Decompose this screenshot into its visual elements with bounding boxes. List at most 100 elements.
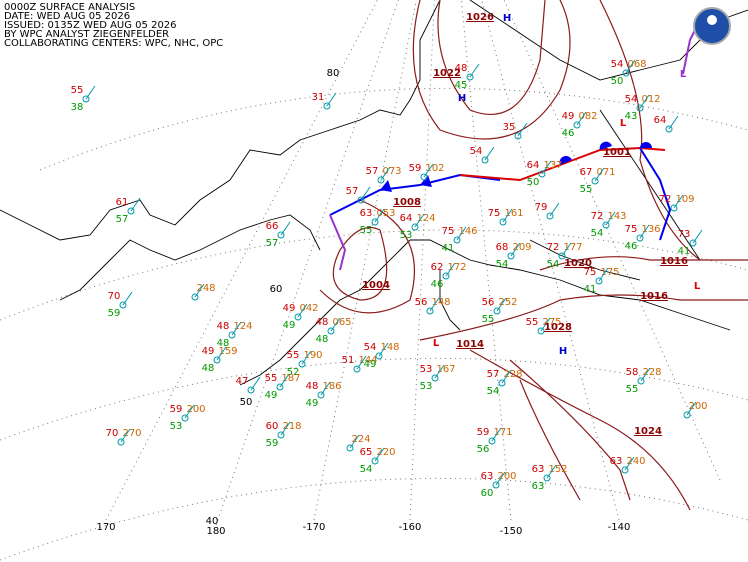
wind-barb	[374, 208, 385, 223]
latitude-label: 60	[270, 284, 283, 295]
dewpoint: 50	[611, 76, 624, 87]
station-circle	[453, 236, 461, 244]
temperature: 48	[217, 321, 230, 332]
temperature: 64	[400, 213, 413, 224]
dewpoint: 54	[496, 259, 509, 270]
wind-barb	[120, 428, 131, 443]
isobar-label: 1014	[456, 339, 484, 350]
temperature: 75	[488, 208, 501, 219]
dewpoint: 48	[202, 363, 215, 374]
station-pressure: 042	[299, 303, 318, 314]
wind-barb	[639, 224, 650, 239]
pressure-center: H	[559, 346, 567, 357]
station-circle	[538, 170, 546, 178]
longitude-label: -170	[303, 522, 326, 533]
station-circle	[426, 307, 434, 315]
station-pressure: 071	[596, 167, 615, 178]
dewpoint: 49	[364, 359, 377, 370]
wind-barb	[130, 197, 141, 212]
coastline	[0, 0, 748, 386]
station-circle	[573, 121, 581, 129]
temperature: 64	[527, 160, 540, 171]
wind-barb	[320, 381, 331, 396]
station-circle	[276, 383, 284, 391]
temperature: 59	[477, 427, 490, 438]
wind-barb	[445, 262, 456, 277]
header-line: DATE: WED AUG 05 2026	[4, 11, 130, 22]
temperature: 64	[654, 115, 667, 126]
wind-barb	[456, 226, 467, 241]
temperature: 56	[415, 297, 428, 308]
dewpoint: 46	[431, 279, 444, 290]
dewpoint: 41	[442, 243, 455, 254]
temperature: 55	[287, 350, 300, 361]
header-line: BY WPC ANALYST ZIEGENFELDER	[4, 29, 169, 40]
header-line: ISSUED: 0135Z WED AUG 05 2026	[4, 20, 177, 31]
wind-barb	[279, 373, 290, 388]
dewpoint: 49	[306, 398, 319, 409]
station-pressure: 218	[282, 421, 301, 432]
wind-barb	[510, 242, 521, 257]
isobar-label: 1016	[640, 291, 668, 302]
isobar-label: 1028	[544, 322, 572, 333]
temperature: 59	[409, 163, 422, 174]
dewpoint: 52	[287, 367, 300, 378]
station-pressure: 190	[303, 350, 322, 361]
dewpoint: 55	[580, 184, 593, 195]
station-circle	[353, 365, 361, 373]
station-pressure: 200	[688, 401, 707, 412]
dewpoint: 60	[481, 488, 494, 499]
wind-barb	[639, 94, 650, 109]
station-circle	[191, 293, 199, 301]
station-pressure: 228	[642, 367, 661, 378]
station-pressure: 200	[186, 404, 205, 415]
wind-barb	[668, 115, 679, 130]
station-circle	[636, 104, 644, 112]
temperature: 63	[481, 471, 494, 482]
temperature: 75	[442, 226, 455, 237]
temperature: 61	[116, 197, 129, 208]
temperature: 68	[496, 242, 509, 253]
wind-barb	[517, 122, 528, 137]
wind-barb	[231, 321, 242, 336]
isobar-label: 1020	[564, 258, 592, 269]
wind-barb	[360, 186, 371, 201]
station-pressure: 167	[436, 364, 455, 375]
longitude-label: -140	[608, 522, 631, 533]
station-circle	[277, 231, 285, 239]
dewpoint: 45	[455, 80, 468, 91]
station-circle	[595, 277, 603, 285]
station-pressure: 275	[542, 317, 561, 328]
station-pressure: 240	[626, 456, 645, 467]
wind-barb	[280, 421, 291, 436]
pressure-center: L	[694, 281, 701, 292]
dewpoint: 55	[360, 225, 373, 236]
wind-barb	[692, 229, 703, 244]
longitude-label: 180	[206, 526, 225, 537]
station-pressure: 187	[281, 373, 300, 384]
wind-barb	[423, 163, 434, 178]
temperature: 62	[431, 262, 444, 273]
dewpoint: 59	[108, 308, 121, 319]
dewpoint: 57	[266, 238, 279, 249]
wind-barb	[640, 367, 651, 382]
wind-barb	[414, 213, 425, 228]
dewpoint: 56	[477, 444, 490, 455]
temperature: 57	[346, 186, 359, 197]
wind-barb	[594, 167, 605, 182]
station-circle	[411, 223, 419, 231]
wind-barb	[561, 242, 572, 257]
pressure-center: L	[433, 338, 440, 349]
station-circle	[507, 252, 515, 260]
station-pressure: 146	[458, 226, 477, 237]
header-line: COLLABORATING CENTERS: WPC, NHC, OPC	[4, 38, 223, 49]
isobar-label: 1001	[603, 147, 631, 158]
dewpoint: 49	[265, 390, 278, 401]
station-pressure: 148	[431, 297, 450, 308]
longitude-label: -150	[500, 526, 523, 537]
station-pressure: 228	[503, 369, 522, 380]
station-pressure: 065	[332, 317, 351, 328]
temperature: 54	[364, 342, 377, 353]
